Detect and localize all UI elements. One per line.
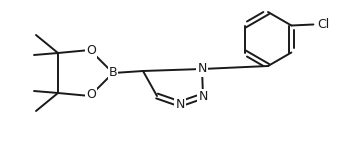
Text: O: O [86, 88, 96, 101]
Text: N: N [197, 62, 207, 75]
Text: N: N [175, 98, 185, 111]
Text: B: B [109, 66, 117, 80]
Text: O: O [86, 45, 96, 58]
Text: N: N [198, 89, 208, 102]
Text: Cl: Cl [317, 18, 330, 31]
